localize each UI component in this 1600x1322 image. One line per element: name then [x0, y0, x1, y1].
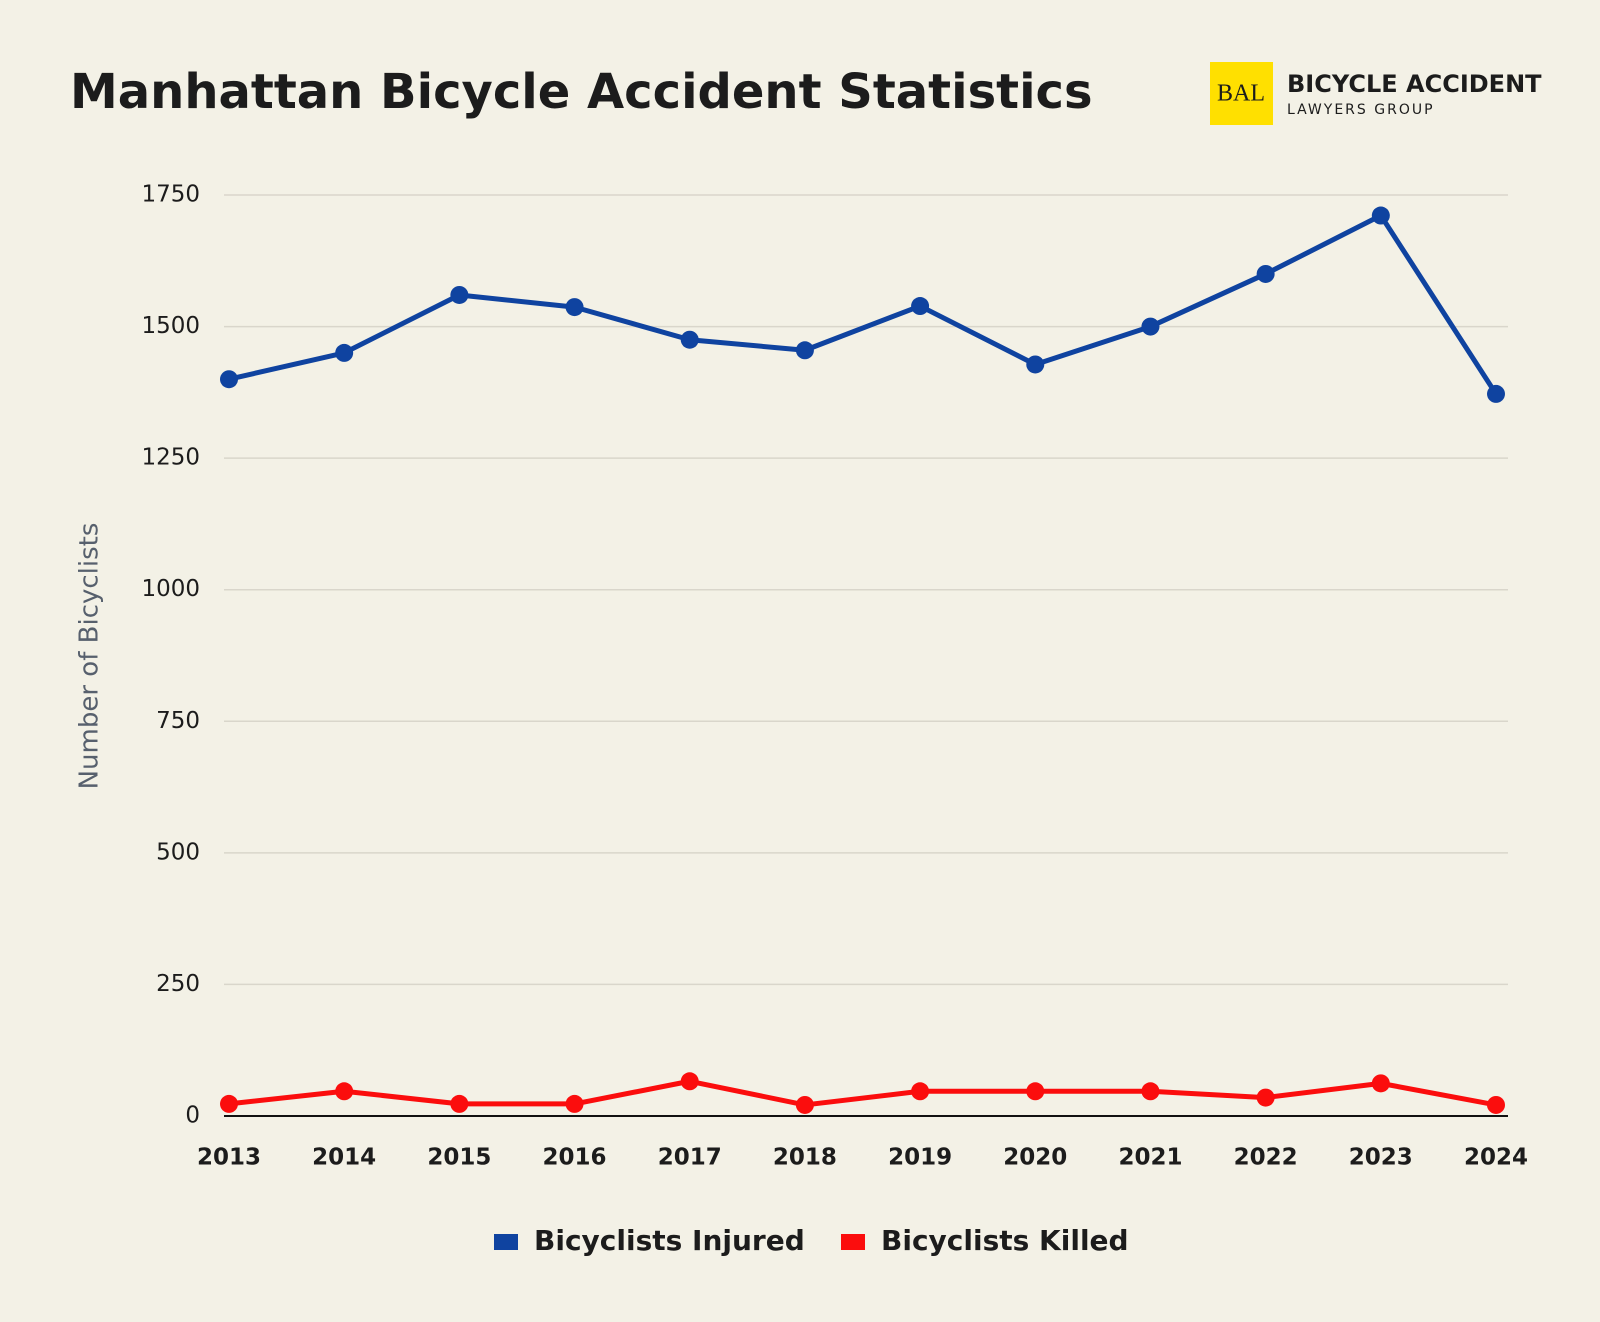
x-tick-label: 2014 — [312, 1145, 376, 1171]
y-tick-label: 1000 — [141, 576, 200, 602]
point — [911, 1082, 930, 1101]
point — [1256, 264, 1275, 283]
y-tick-label: 1750 — [141, 182, 200, 208]
point — [680, 1072, 699, 1091]
logo-box — [1210, 62, 1273, 125]
series-line — [228, 1078, 1497, 1108]
point — [1026, 355, 1045, 374]
legend-label: Bicyclists Injured — [534, 1224, 805, 1257]
y-axis-label: Number of Bicyclists — [75, 523, 105, 790]
point — [1256, 1088, 1275, 1107]
logo-subname: LAWYERS GROUP — [1287, 102, 1435, 118]
point — [1487, 1095, 1505, 1114]
x-tick-label: 2013 — [197, 1145, 261, 1171]
point — [1487, 384, 1505, 403]
y-tick-label: 1500 — [141, 313, 200, 339]
point — [335, 1082, 354, 1101]
x-tick-label: 2022 — [1234, 1145, 1298, 1171]
x-tick-label: 2015 — [427, 1145, 491, 1171]
series-line — [228, 213, 1499, 396]
y-tick-label: 500 — [156, 839, 200, 865]
point — [795, 1095, 814, 1114]
point — [450, 1094, 469, 1113]
logo-name: BICYCLE ACCIDENT — [1287, 70, 1542, 98]
legend-swatch — [841, 1234, 865, 1250]
point — [1141, 1082, 1160, 1101]
point — [565, 1094, 584, 1113]
point — [680, 330, 699, 349]
x-tick-label: 2016 — [543, 1145, 607, 1171]
chart-title: Manhattan Bicycle Accident Statistics — [70, 64, 1093, 120]
legend-swatch — [494, 1234, 518, 1250]
x-tick-label: 2021 — [1118, 1145, 1182, 1171]
y-tick-label: 250 — [156, 971, 200, 997]
point — [1371, 206, 1390, 225]
x-tick-label: 2020 — [1003, 1145, 1067, 1171]
point — [1141, 317, 1160, 336]
point — [911, 297, 930, 316]
point — [1026, 1082, 1045, 1101]
legend-label: Bicyclists Killed — [881, 1224, 1129, 1257]
x-tick-label: 2023 — [1349, 1145, 1413, 1171]
point — [220, 1094, 238, 1113]
logo-mark: BAL — [1217, 81, 1265, 107]
x-tick-label: 2019 — [888, 1145, 952, 1171]
point — [450, 285, 469, 304]
x-tick-label: 2017 — [658, 1145, 722, 1171]
point — [220, 370, 238, 389]
point — [1371, 1074, 1390, 1093]
point — [335, 343, 354, 362]
point — [795, 341, 814, 360]
point — [565, 298, 584, 317]
x-tick-label: 2024 — [1464, 1145, 1528, 1171]
y-tick-label: 0 — [185, 1103, 200, 1129]
y-tick-label: 750 — [156, 708, 200, 734]
x-tick-label: 2018 — [773, 1145, 837, 1171]
y-tick-label: 1250 — [141, 445, 200, 471]
